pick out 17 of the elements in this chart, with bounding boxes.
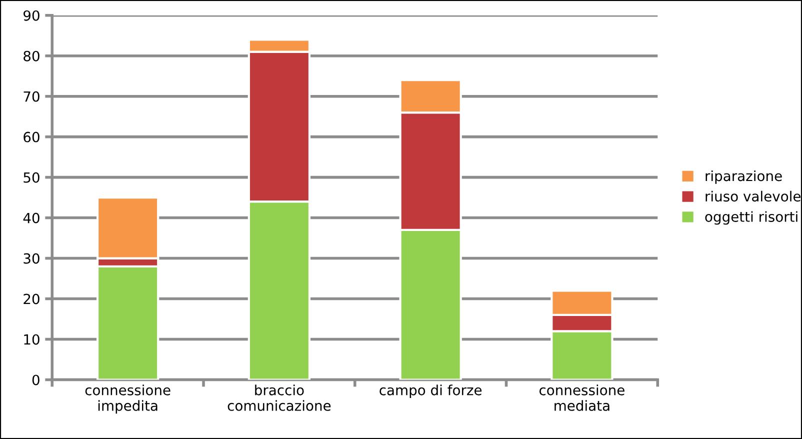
legend-label: riuso valevole <box>706 190 801 202</box>
x-tick-label: connessione mediata <box>539 384 624 411</box>
y-tick-label: 80 <box>24 50 40 62</box>
y-tick-label: 50 <box>24 172 40 183</box>
y-tick-label: 30 <box>24 253 40 264</box>
y-tick-label: 70 <box>24 91 40 102</box>
x-tick-label: braccio comunicazione <box>228 384 331 411</box>
y-tick-label: 40 <box>23 212 40 224</box>
y-tick-label: 60 <box>24 132 40 142</box>
y-tick-label: 90 <box>24 10 40 21</box>
y-tick-label: 10 <box>24 334 40 345</box>
legend-label: oggetti risorti <box>705 211 798 225</box>
y-tick-label: 0 <box>32 374 40 386</box>
x-tick-label: connessione impedita <box>85 384 170 414</box>
y-tick-label: 20 <box>24 294 40 304</box>
x-tick-label: campo di forze <box>380 384 482 398</box>
legend-label: riparazione <box>706 170 782 184</box>
